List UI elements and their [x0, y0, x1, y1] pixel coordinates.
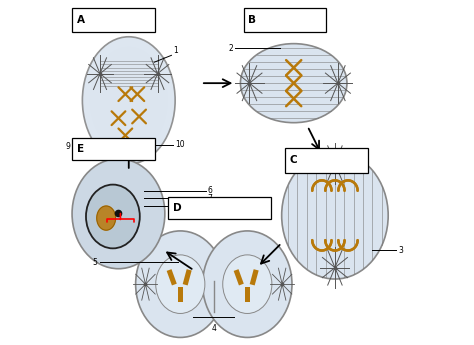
Bar	[182, 269, 191, 285]
Ellipse shape	[136, 231, 225, 337]
Bar	[234, 269, 244, 285]
Text: D: D	[173, 203, 182, 213]
FancyBboxPatch shape	[244, 8, 326, 32]
Text: A: A	[76, 14, 84, 24]
Bar	[167, 269, 177, 285]
Text: 9: 9	[65, 142, 70, 151]
Text: 8: 8	[208, 201, 212, 210]
Ellipse shape	[82, 37, 175, 164]
Ellipse shape	[86, 185, 140, 248]
Polygon shape	[97, 206, 116, 230]
Text: 2: 2	[229, 44, 234, 53]
Ellipse shape	[72, 159, 165, 269]
Ellipse shape	[203, 231, 292, 337]
Text: 1: 1	[173, 46, 178, 55]
Text: 3: 3	[398, 246, 403, 255]
Text: 6: 6	[208, 186, 212, 195]
Ellipse shape	[89, 46, 168, 154]
Ellipse shape	[156, 255, 205, 314]
Bar	[245, 287, 250, 302]
Bar	[250, 269, 259, 285]
Text: B: B	[248, 14, 256, 24]
FancyBboxPatch shape	[168, 197, 271, 219]
Text: 4: 4	[211, 324, 216, 333]
Ellipse shape	[223, 255, 272, 314]
FancyBboxPatch shape	[72, 138, 155, 160]
Text: 10: 10	[175, 140, 185, 149]
FancyBboxPatch shape	[285, 148, 367, 172]
Text: E: E	[76, 144, 83, 154]
FancyBboxPatch shape	[72, 8, 155, 32]
Text: C: C	[290, 156, 297, 166]
Ellipse shape	[282, 152, 388, 279]
Ellipse shape	[240, 44, 347, 123]
Text: 5: 5	[93, 258, 98, 267]
Text: 7: 7	[208, 194, 212, 203]
Bar	[178, 287, 183, 302]
